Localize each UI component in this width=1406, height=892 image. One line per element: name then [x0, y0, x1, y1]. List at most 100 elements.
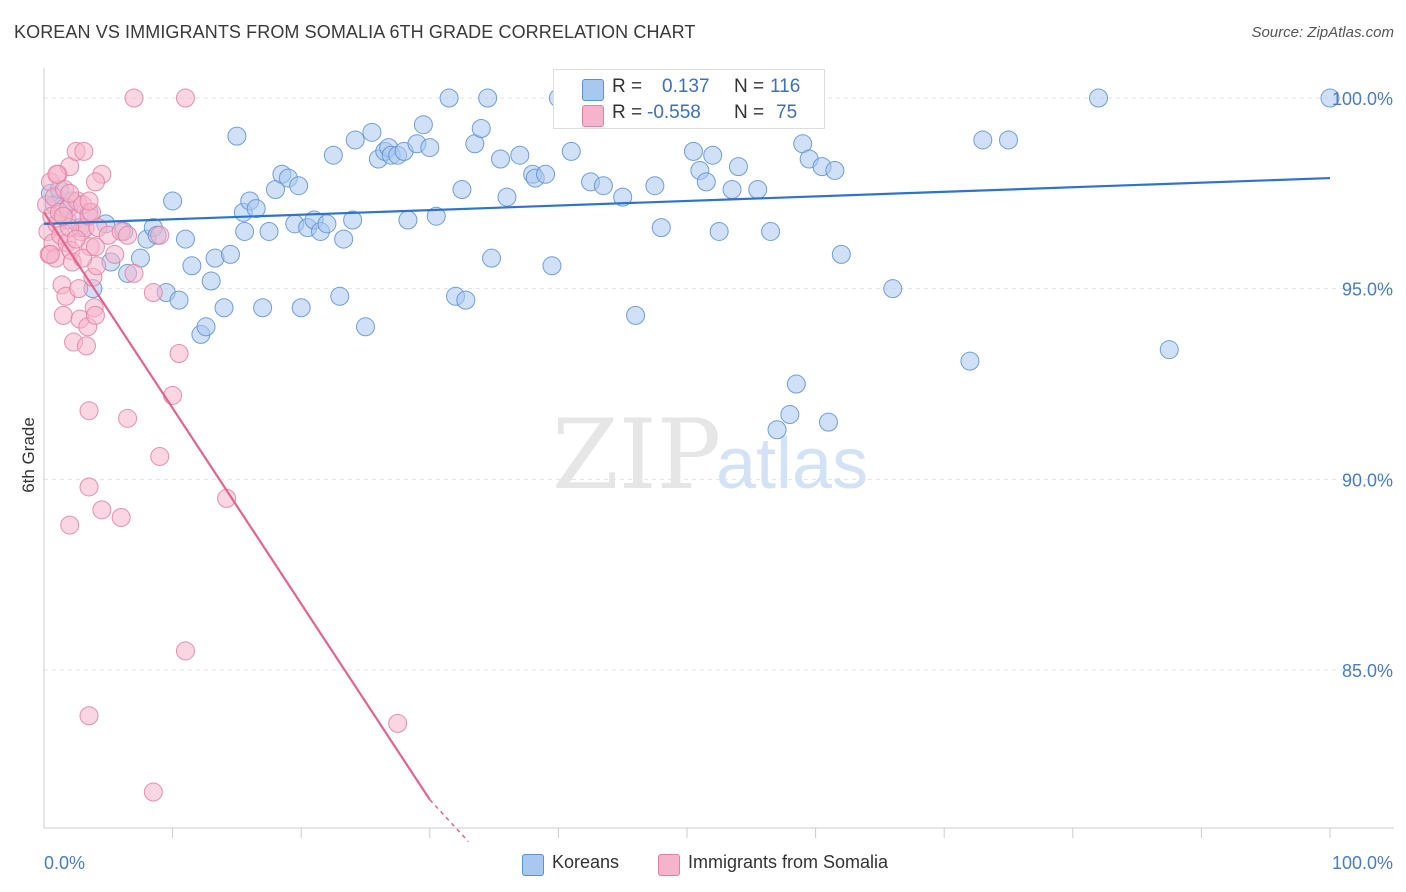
somalia-point [143, 282, 163, 302]
somalia-point [175, 641, 195, 661]
korean-point [786, 374, 806, 394]
somalia-point [118, 408, 138, 428]
korean-point [439, 88, 459, 108]
korean-point [831, 244, 851, 264]
korean-point [722, 180, 742, 200]
korean-point [345, 130, 365, 150]
somalia-point [150, 225, 170, 245]
y-axis-title: 6th Grade [19, 417, 38, 493]
korean-point [291, 298, 311, 318]
korean-point [413, 115, 433, 135]
korean-point [651, 218, 671, 238]
somalia-point [76, 336, 96, 356]
korean-point [169, 290, 189, 310]
korean-point [482, 248, 502, 268]
korean-point [253, 298, 273, 318]
somalia-n-value: 75 [776, 102, 798, 123]
korean-point [452, 180, 472, 200]
somalia-point [74, 141, 94, 161]
chart-title: KOREAN VS IMMIGRANTS FROM SOMALIA 6TH GR… [14, 22, 696, 42]
somalia-point [85, 172, 105, 192]
korean-point [645, 176, 665, 196]
korean-point [561, 141, 581, 161]
koreans-r-value: 0.137 [662, 76, 710, 97]
watermark-atlas: atlas [716, 424, 868, 504]
korean-point [235, 221, 255, 241]
somalia-point [163, 385, 183, 405]
somalia-point [92, 500, 112, 520]
x-tick-label: 100.0% [1332, 853, 1393, 873]
korean-point [626, 305, 646, 325]
korean-point [709, 221, 729, 241]
korean-point [999, 130, 1018, 150]
koreans-trend-line [43, 176, 1331, 225]
source-note: Source: ZipAtlas.com [1251, 24, 1394, 41]
bottom-legend-koreans-label: Koreans [552, 852, 620, 872]
bottom-legend-koreans-swatch [522, 854, 544, 876]
trend-layer [43, 176, 1331, 843]
korean-point [343, 210, 363, 230]
korean-point [883, 279, 903, 299]
korean-point [420, 138, 440, 158]
somalia-point [69, 279, 89, 299]
korean-point [728, 157, 748, 177]
korean-point [259, 221, 279, 241]
bottom-legend-somalia-label: Immigrants from Somalia [688, 852, 889, 872]
somalia-point [124, 263, 144, 283]
korean-point [491, 149, 511, 169]
somalia-point [124, 88, 144, 108]
korean-point [683, 141, 703, 161]
somalia-point [105, 244, 125, 264]
korean-point [510, 145, 530, 165]
korean-point [825, 160, 845, 180]
somalia-r-label: R = [612, 102, 643, 123]
somalia-swatch [582, 105, 604, 127]
korean-point [696, 172, 716, 192]
somalia-point [47, 164, 67, 184]
somalia-trend-extension [429, 799, 469, 843]
korean-point [456, 290, 476, 310]
y-tick-label: 90.0% [1342, 470, 1393, 490]
somalia-point [175, 88, 195, 108]
korean-point [761, 221, 781, 241]
bottom-legend-somalia-swatch [658, 854, 680, 876]
stats-legend: R = 0.137 N = 116 R = -0.558 N = 75 [553, 69, 825, 129]
somalia-point [40, 244, 60, 264]
somalia-point [79, 401, 99, 421]
koreans-r-label: R = [612, 76, 643, 97]
korean-point [317, 214, 337, 234]
korean-point [1089, 88, 1109, 108]
somalia-n-label: N = [734, 102, 765, 123]
korean-point [471, 119, 491, 139]
korean-point [613, 187, 633, 207]
legend-row-somalia: R = -0.558 N = 75 [554, 102, 824, 128]
korean-point [330, 286, 350, 306]
y-tick-label: 95.0% [1342, 280, 1393, 300]
koreans-n-label: N = [734, 76, 765, 97]
somalia-point [111, 507, 131, 527]
somalia-point [85, 237, 105, 257]
somalia-point [60, 515, 80, 535]
korean-point [323, 145, 343, 165]
somalia-r-value: -0.558 [647, 102, 701, 123]
somalia-point [118, 225, 138, 245]
korean-point [426, 206, 446, 226]
korean-point [220, 244, 240, 264]
korean-point [227, 126, 247, 146]
korean-point [289, 176, 309, 196]
korean-point [214, 298, 234, 318]
somalia-point [143, 782, 163, 802]
korean-point [748, 180, 768, 200]
somalia-point [53, 206, 73, 226]
y-tick-label: 100.0% [1332, 89, 1393, 109]
x-tick-label: 0.0% [44, 853, 85, 873]
korean-point [362, 122, 382, 142]
somalia-point [79, 706, 99, 726]
korean-point [497, 187, 517, 207]
somalia-point [66, 229, 86, 249]
korean-point [536, 164, 556, 184]
korean-point [201, 271, 221, 291]
somalia-point [85, 305, 105, 325]
korean-point [960, 351, 980, 371]
